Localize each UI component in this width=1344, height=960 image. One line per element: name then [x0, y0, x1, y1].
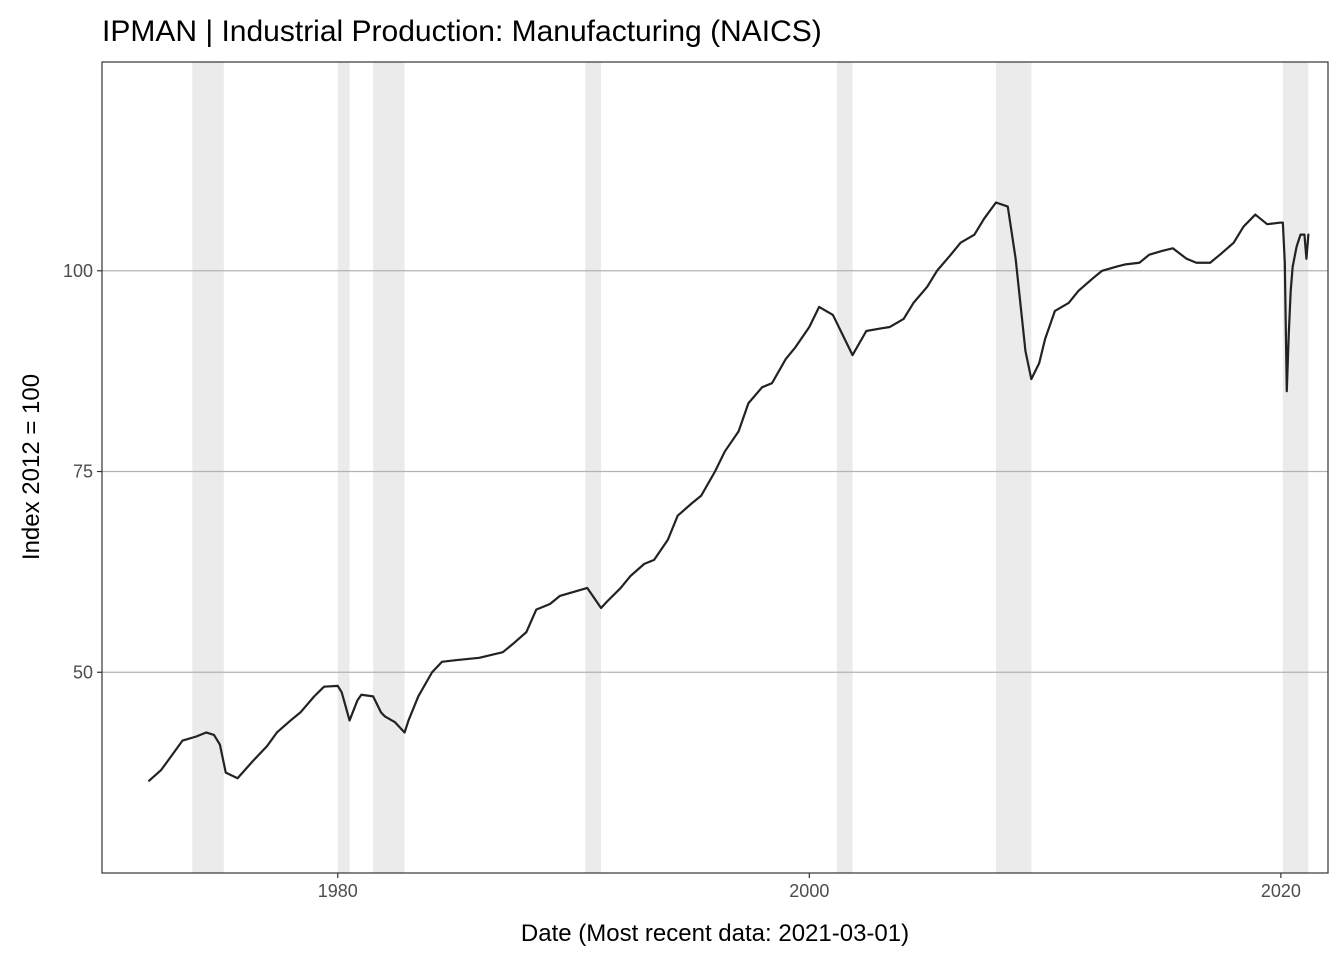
x-tick-label: 2000: [789, 881, 829, 901]
x-tick-label: 1980: [318, 881, 358, 901]
recession-band: [373, 62, 405, 873]
x-axis: 1980 2000 2020: [318, 873, 1301, 901]
y-axis: 50 75 100: [63, 261, 102, 682]
y-tick-label: 50: [73, 662, 93, 682]
recession-band: [836, 62, 853, 873]
y-axis-title: Index 2012 = 100: [18, 374, 45, 560]
y-tick-label: 100: [63, 261, 93, 281]
x-tick-label: 2020: [1261, 881, 1301, 901]
recession-band: [995, 62, 1032, 873]
y-tick-label: 75: [73, 462, 93, 482]
recession-band: [192, 62, 224, 873]
plot-panel: [102, 62, 1328, 873]
recession-band: [585, 62, 602, 873]
plot-panel-border: [101, 61, 1329, 874]
recession-band: [1282, 62, 1309, 873]
recession-bands: [192, 62, 1309, 873]
series-layer: [148, 201, 1310, 782]
chart-title: IPMAN | Industrial Production: Manufactu…: [102, 15, 822, 48]
series-line: [148, 201, 1310, 782]
recession-band: [337, 62, 350, 873]
x-axis-title: Date (Most recent data: 2021-03-01): [521, 920, 909, 947]
